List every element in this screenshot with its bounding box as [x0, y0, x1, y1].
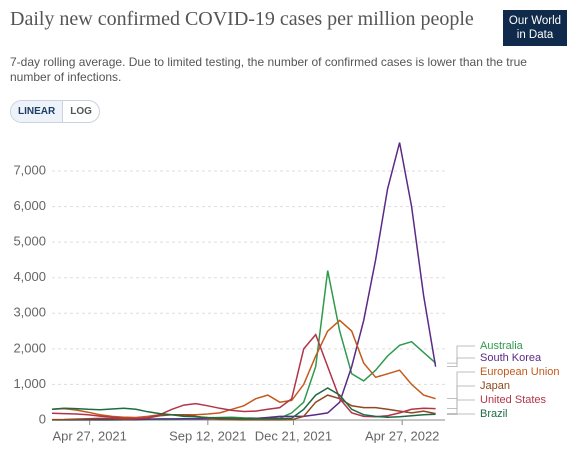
- series-line: [51, 387, 436, 420]
- y-tick-label: 0: [39, 411, 46, 426]
- chart-title: Daily new confirmed COVID-19 cases per m…: [10, 8, 474, 30]
- x-tick-label: Sep 12, 2021: [169, 428, 246, 443]
- legend-label: European Union: [480, 366, 560, 378]
- series-line: [52, 270, 437, 421]
- x-tick-label: Apr 27, 2021: [52, 428, 126, 443]
- y-tick-label: 6,000: [13, 198, 46, 213]
- log-button[interactable]: LOG: [70, 106, 92, 117]
- logo-text: Our World: [508, 15, 562, 27]
- logo-text: in Data: [516, 29, 554, 41]
- legend-connector: [447, 345, 475, 364]
- x-tick-label: Apr 27, 2022: [365, 428, 439, 443]
- legend-connector: [447, 399, 475, 410]
- legend-label: United States: [480, 394, 547, 406]
- series-line: [51, 394, 436, 421]
- y-tick-label: 7,000: [13, 162, 46, 177]
- scale-toggle: LINEAR LOG: [10, 100, 100, 123]
- legend-label: Brazil: [480, 408, 508, 420]
- y-tick-label: 2,000: [13, 340, 46, 355]
- legend-label: Australia: [480, 340, 524, 352]
- series-line: [51, 319, 436, 419]
- legend-connector: [447, 357, 475, 368]
- legend-label: South Korea: [480, 352, 542, 364]
- legend-label: Japan: [480, 380, 510, 392]
- linear-button[interactable]: LINEAR: [11, 101, 64, 122]
- x-tick-label: Dec 21, 2021: [255, 428, 332, 443]
- y-tick-label: 1,000: [13, 376, 46, 391]
- y-tick-label: 5,000: [13, 234, 46, 249]
- y-tick-label: 4,000: [13, 269, 46, 284]
- y-tick-label: 3,000: [13, 305, 46, 320]
- series-line: [51, 333, 436, 420]
- legend-connector: [447, 371, 475, 400]
- chart-subtitle: 7-day rolling average. Due to limited te…: [10, 55, 527, 84]
- logo[interactable]: Our World in Data: [503, 10, 567, 46]
- series-line: [52, 142, 437, 421]
